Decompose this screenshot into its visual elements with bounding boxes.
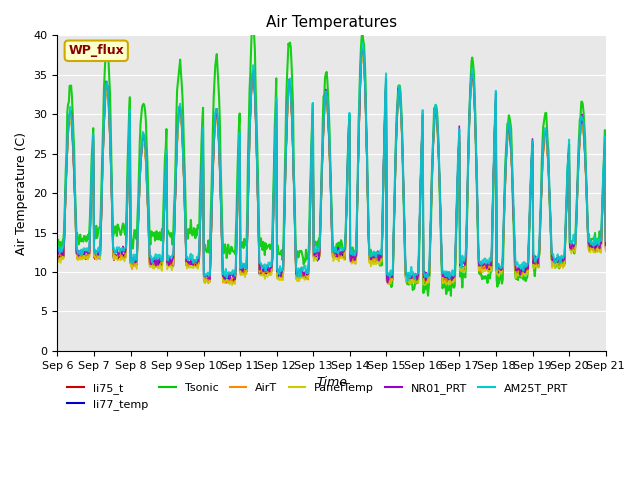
Y-axis label: Air Temperature (C): Air Temperature (C) xyxy=(15,132,28,254)
X-axis label: Time: Time xyxy=(316,376,347,389)
Title: Air Temperatures: Air Temperatures xyxy=(266,15,397,30)
Legend: li75_t, li77_temp, Tsonic, AirT, PanelTemp, NR01_PRT, AM25T_PRT: li75_t, li77_temp, Tsonic, AirT, PanelTe… xyxy=(63,378,572,415)
Text: WP_flux: WP_flux xyxy=(68,44,124,57)
